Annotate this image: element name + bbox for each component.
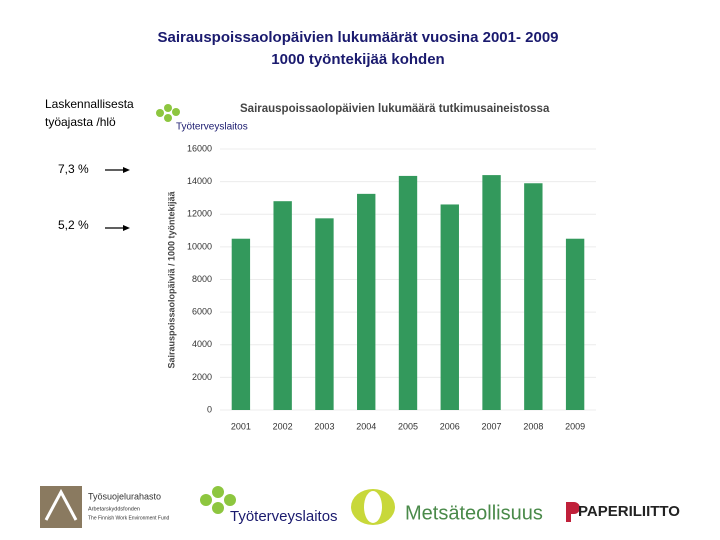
x-tick-label: 2004 [356,421,376,431]
y-tick-label: 4000 [192,339,212,349]
slide-title: 1000 työntekijää kohden [271,51,444,68]
bar [440,204,459,410]
x-tick-label: 2003 [314,421,334,431]
y-tick-label: 16000 [187,143,212,153]
logo-text: Arbetarskyddsfonden [88,506,140,512]
bar [315,218,334,410]
logo-text: Työsuojelurahasto [88,491,161,501]
x-tick-label: 2007 [482,421,502,431]
side-note: Laskennallisesta [45,97,134,111]
y-tick-label: 12000 [187,209,212,219]
x-tick-label: 2006 [440,421,460,431]
x-tick-label: 2009 [565,421,585,431]
bar [482,175,501,410]
logo-icon [200,486,236,514]
logo-icon [566,502,580,522]
side-note: työajasta /hlö [45,115,116,129]
logo-text: The Finnish Work Environment Fund [88,515,170,521]
bar [398,175,418,410]
arrow [105,167,130,231]
chart-title: Sairauspoissaolopäivien lukumäärä tutkim… [240,103,550,115]
logo-text: Metsäteollisuus [405,502,543,524]
y-tick-label: 2000 [192,372,212,382]
marker-label: 5,2 % [58,218,89,232]
marker-label: 7,3 % [58,162,89,176]
bar [273,201,292,410]
x-tick-label: 2005 [398,421,418,431]
bar [357,193,376,410]
slide-title: Sairauspoissaolopäivien lukumäärät vuosi… [157,29,558,46]
logo-icon [44,488,78,521]
bar [524,183,543,410]
footer: Työsuojelurahasto Arbetarskyddsfonden Th… [40,486,680,528]
y-tick-label: 6000 [192,307,212,317]
y-tick-label: 10000 [187,241,212,251]
logo-text: PAPERILIITTO [578,503,680,520]
y-axis-label: Sairauspoissaolopäiviä / 1000 työntekijä… [166,190,176,368]
x-tick-label: 2001 [231,421,251,431]
chart-logo: Työterveyslaitos [176,122,248,133]
bar [565,238,585,410]
logo-icon [364,491,382,523]
bar [231,238,251,410]
y-tick-label: 14000 [187,176,212,186]
y-tick-label: 0 [207,404,212,414]
x-tick-label: 2002 [273,421,293,431]
logo-icon [156,104,180,122]
logo-text: Työterveyslaitos [230,508,338,525]
x-tick-label: 2008 [523,421,543,431]
y-tick-label: 8000 [192,274,212,284]
